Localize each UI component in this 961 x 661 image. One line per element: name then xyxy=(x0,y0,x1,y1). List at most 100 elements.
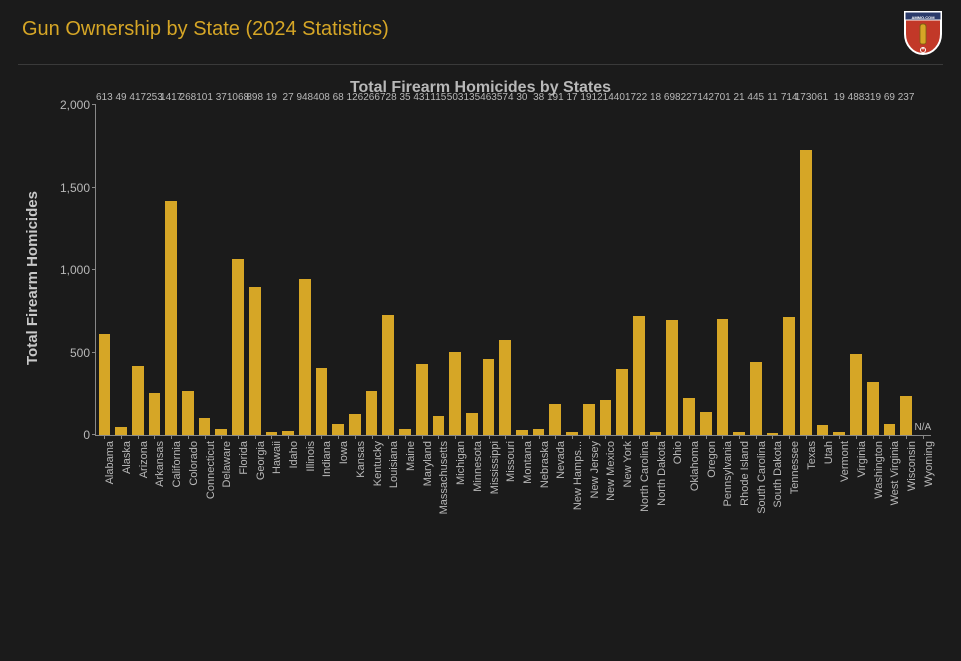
x-category-label: Arizona xyxy=(138,441,150,478)
bar xyxy=(783,317,795,435)
bar-slot: 408 xyxy=(313,105,330,435)
x-tick-mark xyxy=(505,435,506,439)
x-category-label: Washington xyxy=(873,441,885,499)
x-tick-mark xyxy=(856,435,857,439)
x-category-label: Louisiana xyxy=(388,441,400,488)
x-category-label: Kentucky xyxy=(372,441,384,486)
svg-text:AMMO.COM: AMMO.COM xyxy=(911,15,935,20)
x-category-label: Tennessee xyxy=(789,441,801,494)
bar-slot: 191 xyxy=(547,105,564,435)
y-tick-label: 1,000 xyxy=(60,263,90,277)
bar-value-label: 728 xyxy=(380,92,397,103)
x-category-label: Oregon xyxy=(706,441,718,478)
bar-value-label: 463 xyxy=(480,92,497,103)
x-category-label: Colorado xyxy=(188,441,200,486)
bar-slot: 401 xyxy=(614,105,631,435)
x-category-label: New Hamps... xyxy=(572,441,584,510)
y-tick-label: 0 xyxy=(83,428,90,442)
bar-slot: 268 xyxy=(180,105,197,435)
x-tick-mark xyxy=(121,435,122,439)
bar-value-label: 69 xyxy=(884,92,895,103)
bar-slot: 19 xyxy=(263,105,280,435)
bar xyxy=(483,359,495,435)
x-tick-mark xyxy=(104,435,105,439)
x-category-label: Wisconsin xyxy=(906,441,918,491)
x-category-label: Delaware xyxy=(221,441,233,487)
bar-value-label: 37 xyxy=(216,92,227,103)
x-tick-mark xyxy=(205,435,206,439)
bar-slot: 17 xyxy=(564,105,581,435)
bar xyxy=(299,279,311,435)
plot-region: 05001,0001,5002,000 61349417253141726810… xyxy=(96,105,931,435)
bar-value-label: 19 xyxy=(834,92,845,103)
x-category-label: West Virginia xyxy=(889,441,901,505)
bar-slot: 417 xyxy=(129,105,146,435)
x-category-label: Pennsylvania xyxy=(722,441,734,506)
bar-value-label: 701 xyxy=(714,92,731,103)
x-category-label: Georgia xyxy=(255,441,267,480)
x-tick-mark xyxy=(472,435,473,439)
header: Gun Ownership by State (2024 Statistics)… xyxy=(18,12,943,65)
x-category-label: Vermont xyxy=(839,441,851,482)
x-category-label: Michigan xyxy=(455,441,467,485)
bar xyxy=(99,334,111,435)
bar-value-label: 214 xyxy=(597,92,614,103)
bar xyxy=(232,259,244,435)
x-tick-mark xyxy=(255,435,256,439)
x-category-label: Virginia xyxy=(856,441,868,478)
x-tick-mark xyxy=(305,435,306,439)
x-tick-mark xyxy=(405,435,406,439)
bar-value-label: 417 xyxy=(129,92,146,103)
bar xyxy=(316,368,328,435)
x-tick-mark xyxy=(522,435,523,439)
x-tick-mark xyxy=(221,435,222,439)
bar xyxy=(182,391,194,435)
bar-value-label: 319 xyxy=(864,92,881,103)
x-tick-mark xyxy=(873,435,874,439)
bar-slot: 101 xyxy=(196,105,213,435)
x-category-label: Indiana xyxy=(321,441,333,477)
x-tick-mark xyxy=(656,435,657,439)
bar-slot: 69 xyxy=(881,105,898,435)
bar xyxy=(884,424,896,435)
x-tick-mark xyxy=(539,435,540,439)
bar-value-label: 17 xyxy=(566,92,577,103)
bar-slot: 19 xyxy=(831,105,848,435)
x-tick-mark xyxy=(455,435,456,439)
x-tick-mark xyxy=(923,435,924,439)
bar-slot: 135 xyxy=(463,105,480,435)
x-tick-mark xyxy=(489,435,490,439)
x-category-label: North Dakota xyxy=(656,441,668,506)
bar-value-label: 431 xyxy=(413,92,430,103)
x-tick-mark xyxy=(722,435,723,439)
bar-slot: 30 xyxy=(514,105,531,435)
bar-slot: 49 xyxy=(113,105,130,435)
bar-value-label: 38 xyxy=(533,92,544,103)
bar xyxy=(199,418,211,435)
x-tick-mark xyxy=(706,435,707,439)
x-category-label: Illinois xyxy=(305,441,317,472)
bar-value-label: 898 xyxy=(246,92,263,103)
bar-slot: 115 xyxy=(430,105,447,435)
x-category-label: California xyxy=(171,441,183,487)
bar xyxy=(549,404,561,436)
bar-slot: 701 xyxy=(714,105,731,435)
bar xyxy=(466,413,478,435)
x-tick-mark xyxy=(154,435,155,439)
x-tick-mark xyxy=(672,435,673,439)
bar-slot: 142 xyxy=(697,105,714,435)
bar-value-label: 1730 xyxy=(795,92,817,103)
bar-slot: 126 xyxy=(347,105,364,435)
bar-slot: 266 xyxy=(363,105,380,435)
x-category-label: Hawaii xyxy=(271,441,283,474)
x-category-label: Nevada xyxy=(555,441,567,479)
x-category-label: Iowa xyxy=(338,441,350,464)
x-tick-mark xyxy=(756,435,757,439)
x-category-label: Wyoming xyxy=(923,441,935,487)
bar-value-label: 142 xyxy=(697,92,714,103)
x-tick-mark xyxy=(321,435,322,439)
bar-slot: 61 xyxy=(814,105,831,435)
x-tick-mark xyxy=(338,435,339,439)
bar-slot: 714 xyxy=(781,105,798,435)
x-category-label: Connecticut xyxy=(205,441,217,499)
